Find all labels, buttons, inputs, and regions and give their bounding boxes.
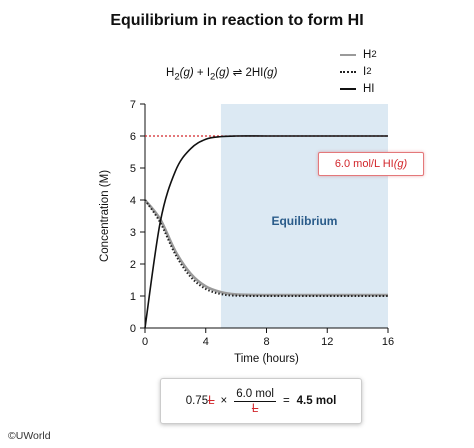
calculation-box: 0.75 L × 6.0 mol L = 4.5 mol [160, 378, 362, 424]
calc-coef: 0.75 [185, 395, 209, 407]
equilibrium-region [220, 104, 388, 328]
reaction-equation: H2(g) + I2(g) ⇌ 2HI(g) [166, 65, 277, 82]
y-tick-label: 2 [130, 259, 136, 271]
eq-product: 2HI [245, 67, 264, 79]
copyright-text: ©UWorld [8, 430, 51, 442]
y-tick-label: 1 [130, 291, 136, 303]
hi-equilibrium-callout: 6.0 mol/L HI(g) [318, 152, 424, 176]
callout-text: 6.0 mol/L HI [334, 158, 394, 170]
legend-label-i2: I [363, 65, 367, 78]
eq-g3: (g) [263, 67, 278, 79]
legend-swatch-hi [340, 87, 356, 90]
chart-title: Equilibrium in reaction to form HI [110, 12, 364, 29]
y-tick-label: 5 [130, 163, 136, 175]
calc-coef-unit: L [208, 395, 215, 407]
eq-arrow-icon: ⇌ [229, 67, 246, 79]
calc-numerator: 6.0 mol [234, 387, 276, 402]
x-tick-label: 4 [203, 336, 209, 348]
calc-fraction: 6.0 mol L [234, 388, 276, 415]
legend-item-hi: HI [340, 80, 377, 97]
eq-g1: (g) [179, 67, 194, 79]
legend-swatch-i2 [340, 70, 356, 73]
legend-label-h2: H [363, 48, 372, 61]
y-axis-title: Concentration (M) [99, 170, 111, 262]
calc-denominator: L [251, 402, 259, 415]
eq-h2-sub: 2 [174, 71, 180, 83]
series-h2-line [143, 199, 388, 297]
eq-g2: (g) [215, 67, 230, 79]
legend-label-hi: HI [363, 82, 375, 95]
eq-plus: + [193, 67, 207, 79]
y-tick-label: 7 [130, 99, 136, 111]
eq-h2: H [166, 67, 175, 79]
equilibrium-label: Equilibrium [271, 214, 337, 228]
x-tick-label: 12 [321, 336, 333, 348]
x-tick-label: 16 [382, 336, 394, 348]
callout-state: (g) [393, 158, 408, 170]
y-tick-label: 3 [130, 227, 136, 239]
calc-times: × [220, 395, 228, 407]
x-axis-title: Time (hours) [234, 353, 299, 365]
x-tick-label: 0 [142, 336, 148, 348]
x-tick-label: 8 [263, 336, 269, 348]
eq-i2-sub: 2 [210, 71, 216, 83]
series-i2-line [144, 199, 388, 298]
legend-swatch-h2 [340, 53, 356, 56]
series-hi-line [144, 135, 388, 329]
legend-label-h2-sub: 2 [371, 49, 377, 60]
calc-equals: = [282, 395, 290, 407]
y-tick-label: 0 [130, 323, 136, 335]
eq-i2: I [206, 67, 211, 79]
calc-result: 4.5 mol [296, 395, 337, 407]
y-tick-label: 4 [130, 195, 136, 207]
y-tick-label: 6 [130, 131, 136, 143]
legend-label-i2-sub: 2 [366, 66, 372, 77]
